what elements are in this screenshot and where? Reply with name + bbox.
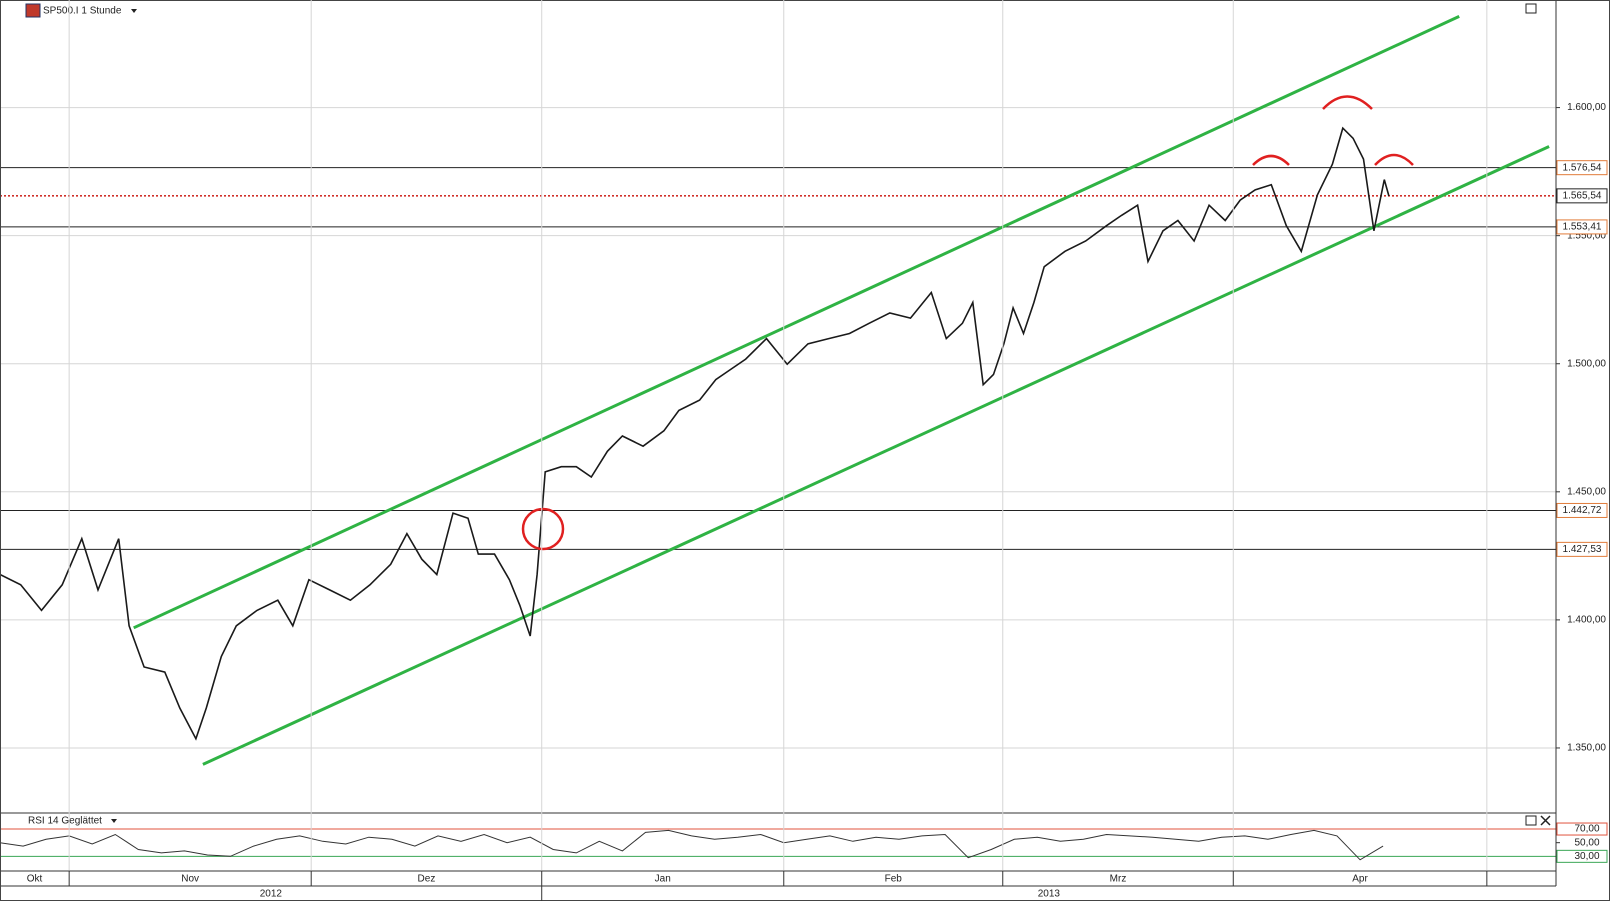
level-label: 1.565,54 bbox=[1563, 190, 1602, 201]
y-tick-label: 1.350,00 bbox=[1567, 743, 1606, 754]
y-tick-label: 50,00 bbox=[1574, 837, 1599, 848]
level-label: 1.427,53 bbox=[1563, 544, 1602, 555]
price-line bbox=[0, 126, 1390, 741]
annotation-circle bbox=[521, 507, 565, 551]
title-dropdown[interactable] bbox=[131, 9, 137, 13]
maximize-button[interactable] bbox=[1525, 3, 1537, 14]
price-panel: 1.350,00 1.400,00 1.450,00 1.500,00 1.550,00… bbox=[0, 15, 1608, 766]
y-tick-label: 1.600,00 bbox=[1567, 102, 1606, 113]
y-tick-label: 1.450,00 bbox=[1567, 486, 1606, 497]
x-tick-label: Apr bbox=[1352, 874, 1368, 885]
level-label: 1.553,41 bbox=[1563, 222, 1602, 233]
symbol-icon[interactable] bbox=[25, 3, 41, 18]
y-tick-box bbox=[1556, 849, 1608, 863]
year-label: 2012 bbox=[260, 889, 283, 900]
x-tick-label: Feb bbox=[885, 874, 903, 885]
level-label-box bbox=[1556, 502, 1608, 518]
rsi-title[interactable]: RSI 14 Geglättet bbox=[28, 816, 102, 827]
level-label-box bbox=[1556, 219, 1608, 235]
rsi-maximize[interactable] bbox=[1525, 815, 1537, 826]
y-tick-label: 1.550,00 bbox=[1567, 230, 1606, 241]
y-tick-label: 70,00 bbox=[1574, 824, 1599, 835]
y-tick-label: 30,00 bbox=[1574, 851, 1599, 862]
level-label-box bbox=[1556, 541, 1608, 557]
x-tick-label: Okt bbox=[27, 874, 43, 885]
rsi-panel: 70,00 50,00 30,00 bbox=[0, 822, 1608, 863]
level-label-box bbox=[1556, 188, 1608, 204]
x-tick-label: Nov bbox=[181, 874, 199, 885]
y-tick-label: 1.500,00 bbox=[1567, 358, 1606, 369]
chart-title[interactable]: SP500.I 1 Stunde bbox=[43, 6, 122, 17]
rsi-dropdown[interactable] bbox=[111, 819, 117, 823]
rsi-close[interactable] bbox=[1540, 815, 1551, 826]
price-line bbox=[0, 829, 1384, 861]
x-tick-label: Dez bbox=[418, 874, 436, 885]
annotation-left-shoulder bbox=[1252, 154, 1290, 166]
annotation-head bbox=[1322, 95, 1373, 110]
level-label: 1.442,72 bbox=[1563, 505, 1602, 516]
trend-line bbox=[133, 15, 1460, 630]
x-tick-label: Mrz bbox=[1110, 874, 1127, 885]
x-tick-label: Jan bbox=[655, 874, 671, 885]
y-tick-box bbox=[1556, 822, 1608, 836]
y-tick-label: 1.400,00 bbox=[1567, 615, 1606, 626]
trend-line bbox=[202, 145, 1550, 766]
level-label: 1.576,54 bbox=[1563, 162, 1602, 173]
level-label-box bbox=[1556, 160, 1608, 176]
year-label: 2013 bbox=[1038, 889, 1061, 900]
annotation-right-shoulder bbox=[1374, 153, 1414, 166]
